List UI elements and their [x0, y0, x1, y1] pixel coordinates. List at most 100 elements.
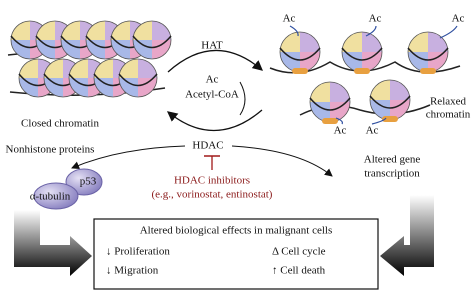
ac-tag: Ac — [366, 125, 379, 137]
nucleosome-part — [428, 52, 448, 72]
dna-wrap — [279, 47, 321, 61]
effect-item: Δ Cell cycle — [272, 246, 326, 258]
ac-tag: Ac — [334, 125, 347, 137]
nucleosome-part — [11, 40, 30, 59]
nucleosome-part — [44, 59, 63, 78]
closed-label: Closed chromatin — [21, 118, 99, 130]
tubulin-shape — [33, 182, 79, 210]
effect-item: ↓ Migration — [106, 265, 159, 277]
linker — [382, 116, 398, 122]
linker — [420, 68, 436, 74]
nucleosome-part — [94, 59, 113, 78]
nucleosome-part — [330, 102, 350, 122]
dna-wrap — [309, 97, 351, 111]
nucleosome-part — [280, 32, 300, 52]
dna-wrap — [132, 35, 172, 49]
nucleosome-part — [300, 52, 320, 72]
ac-tail — [335, 117, 343, 125]
nucleosome-part — [310, 82, 330, 102]
right-big-arrow — [380, 195, 434, 276]
nucleosome-part — [111, 40, 130, 59]
gene-label: Altered gene — [364, 154, 421, 166]
nucleosome-part — [280, 52, 300, 72]
gene-label: transcription — [364, 168, 420, 180]
ac-tail — [439, 25, 458, 39]
effects-title: Altered biological effects in malignant … — [140, 225, 333, 237]
nucleosome-part — [408, 32, 428, 52]
nucleosome-part — [119, 78, 138, 97]
nucleosome-part — [36, 21, 55, 40]
ac-tail — [371, 117, 387, 125]
nucleosome-part — [61, 21, 80, 40]
nucleosome-part — [428, 32, 448, 52]
nucleosome-part — [11, 21, 30, 40]
nucleosome-part — [310, 102, 330, 122]
hdac-left-arrow — [71, 145, 186, 170]
dna-wrap — [369, 95, 411, 109]
linker — [354, 68, 370, 74]
effects-box — [93, 218, 379, 290]
ac-tag: Ac — [369, 13, 382, 25]
linker — [322, 118, 338, 124]
acetyl-coa-label: Acetyl-CoA — [185, 89, 239, 101]
nucleosome-part — [370, 100, 390, 120]
nucleosome-part — [86, 40, 105, 59]
protein-label: α-tubulin — [30, 191, 71, 203]
ac-label: Ac — [206, 74, 219, 86]
nucleosome-part — [111, 21, 130, 40]
nonhistone-label: Nonhistone proteins — [6, 144, 95, 156]
nucleosome-part — [342, 52, 362, 72]
linker — [292, 68, 308, 74]
dna-wrap — [407, 47, 449, 61]
inhibitors-title: HDAC inhibitors — [174, 175, 250, 187]
nucleosome-part — [370, 80, 390, 100]
hdac-label: HDAC — [192, 140, 223, 152]
nucleosome-part — [69, 78, 88, 97]
nucleosome — [132, 20, 172, 60]
nucleosome-part — [390, 80, 410, 100]
nucleosome-part — [362, 32, 382, 52]
nucleosome-part — [300, 32, 320, 52]
hdac-right-arrow — [231, 145, 333, 177]
nucleosome-part — [342, 32, 362, 52]
ac-tag: Ac — [452, 13, 465, 25]
nucleosome-part — [390, 100, 410, 120]
ac-tail — [365, 25, 377, 37]
ac-tail — [289, 25, 299, 37]
hdac-arrow — [166, 109, 263, 132]
nucleosome-part — [138, 59, 157, 78]
shapes — [7, 20, 461, 125]
nucleosome-part — [138, 78, 157, 97]
left-big-arrow — [14, 210, 92, 276]
nucleosome-part — [86, 21, 105, 40]
dna-wrap — [341, 47, 383, 61]
nucleosome-part — [152, 21, 171, 40]
relaxed-label: Relaxed — [430, 96, 467, 108]
nucleosome-part — [133, 40, 152, 59]
nucleosome — [118, 58, 158, 98]
acetyl-arrow — [239, 81, 246, 116]
nucleosome-part — [19, 78, 38, 97]
nucleosome-part — [44, 78, 63, 97]
hat-arrow — [167, 49, 263, 73]
nucleosome-part — [119, 59, 138, 78]
nucleosome-part — [19, 59, 38, 78]
nucleosome-part — [36, 40, 55, 59]
nucleosome-part — [94, 78, 113, 97]
protein-label: p53 — [80, 176, 97, 188]
effect-item: ↑ Cell death — [272, 265, 326, 277]
effect-item: ↓ Proliferation — [106, 246, 170, 258]
ac-tag: Ac — [283, 13, 296, 25]
inhibitors-examples: (e.g., vorinostat, entinostat) — [152, 189, 273, 201]
dna-wrap — [118, 73, 158, 87]
hat-label: HAT — [201, 40, 223, 52]
nucleosome-part — [362, 52, 382, 72]
p53-shape — [65, 168, 103, 196]
nucleosome-part — [133, 21, 152, 40]
nucleosome-part — [69, 59, 88, 78]
nucleosome-part — [330, 82, 350, 102]
nucleosome-part — [408, 52, 428, 72]
relaxed-label: chromatin — [426, 109, 471, 121]
nucleosome-part — [152, 40, 171, 59]
